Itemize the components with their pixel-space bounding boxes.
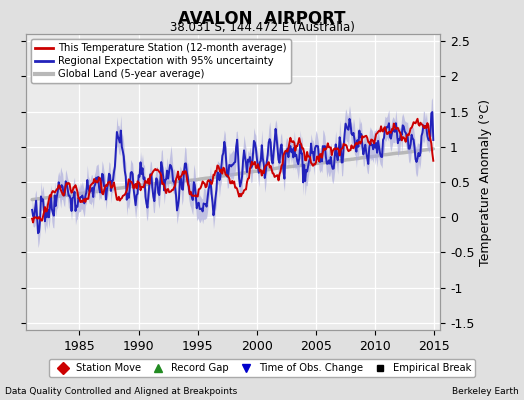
Y-axis label: Temperature Anomaly (°C): Temperature Anomaly (°C) xyxy=(478,98,492,266)
Legend: Station Move, Record Gap, Time of Obs. Change, Empirical Break: Station Move, Record Gap, Time of Obs. C… xyxy=(49,359,475,377)
Text: 38.031 S, 144.472 E (Australia): 38.031 S, 144.472 E (Australia) xyxy=(170,21,354,34)
Text: Berkeley Earth: Berkeley Earth xyxy=(452,387,519,396)
Legend: This Temperature Station (12-month average), Regional Expectation with 95% uncer: This Temperature Station (12-month avera… xyxy=(31,39,291,83)
Text: Data Quality Controlled and Aligned at Breakpoints: Data Quality Controlled and Aligned at B… xyxy=(5,387,237,396)
Text: AVALON  AIRPORT: AVALON AIRPORT xyxy=(178,10,346,28)
